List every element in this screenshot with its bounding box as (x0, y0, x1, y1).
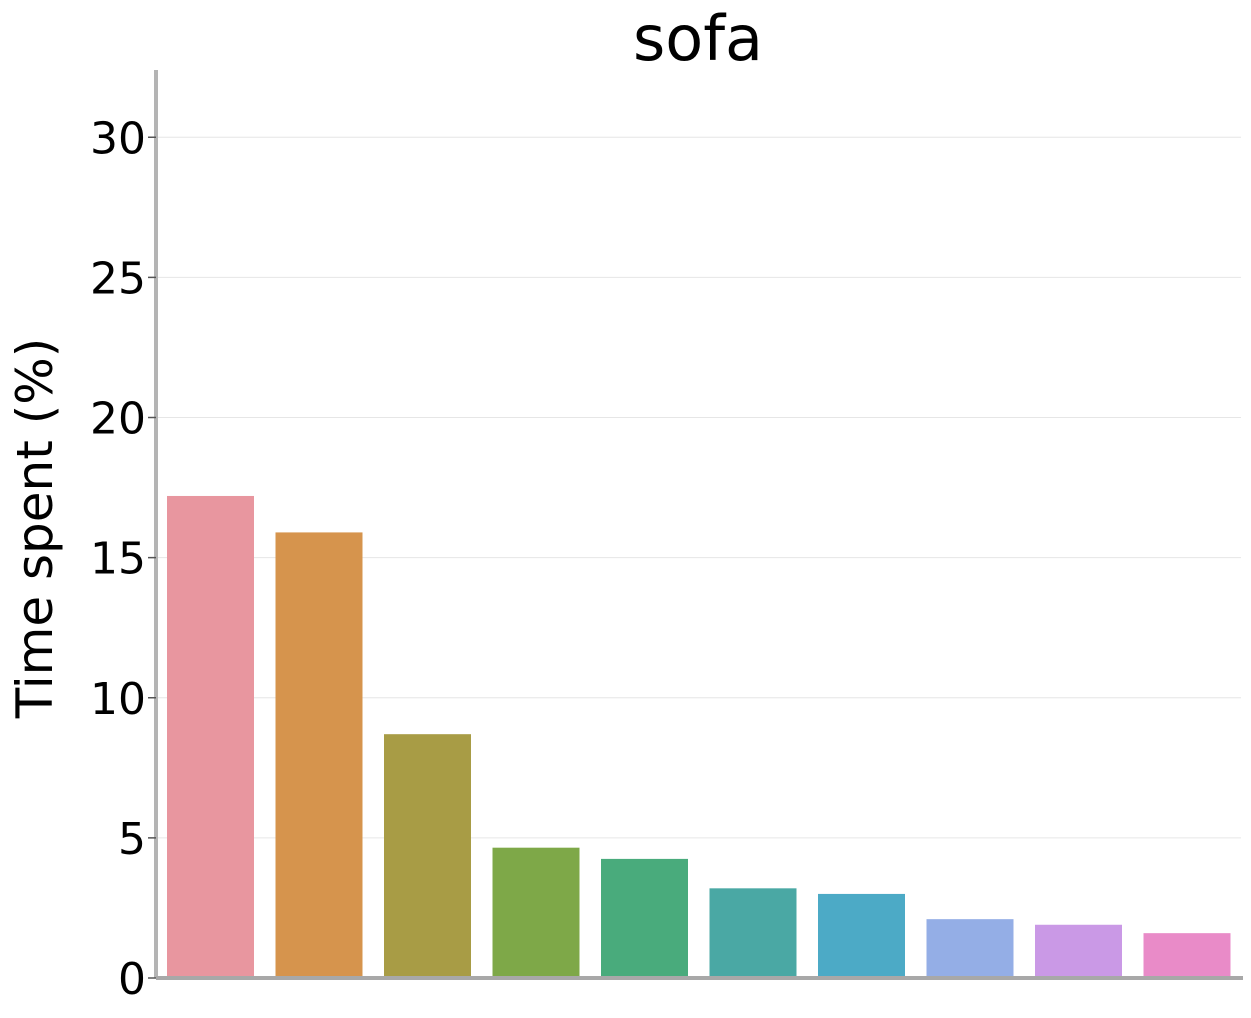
bar (275, 532, 363, 978)
y-axis-ticks: 0 5 10 15 20 25 30 (90, 113, 156, 1005)
bar (818, 893, 905, 978)
bar (709, 888, 797, 978)
bar (1035, 924, 1122, 978)
y-tick-label: 0 (118, 954, 146, 1005)
y-tick-label: 20 (90, 394, 146, 445)
chart-title: sofa (633, 2, 763, 75)
bar (926, 919, 1014, 978)
y-tick-label: 25 (90, 253, 146, 304)
bars (167, 495, 1231, 978)
bar (1143, 933, 1231, 978)
y-axis-label: Time spent (%) (6, 338, 64, 720)
bar (601, 858, 688, 978)
y-tick-label: 30 (90, 113, 146, 164)
bar (384, 734, 471, 978)
y-tick-label: 10 (90, 674, 146, 725)
bar (492, 847, 580, 978)
y-tick-label: 5 (118, 814, 146, 865)
y-tick-label: 15 (90, 534, 146, 585)
bar (167, 495, 254, 978)
